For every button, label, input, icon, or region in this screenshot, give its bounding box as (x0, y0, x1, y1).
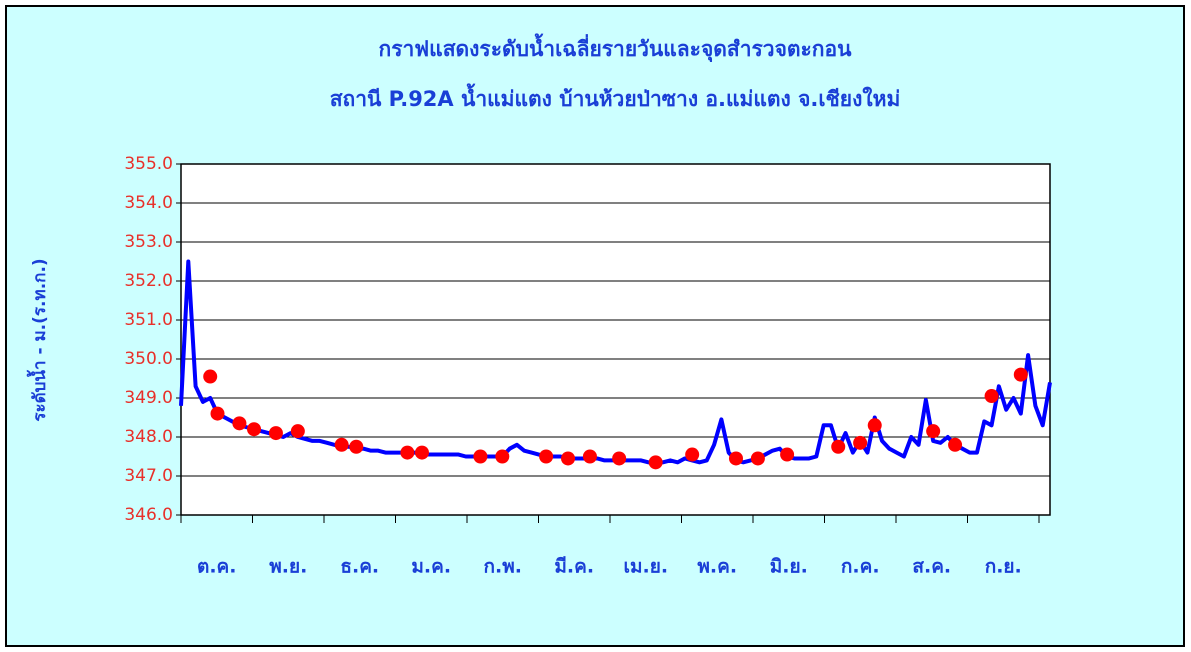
survey-point (831, 439, 846, 454)
survey-point (232, 416, 247, 431)
survey-point (473, 449, 488, 464)
survey-point (728, 451, 743, 466)
x-tick-label: ส.ค. (912, 556, 951, 578)
survey-point (268, 426, 283, 441)
y-tick-label: 352.0 (124, 271, 173, 291)
survey-point (561, 451, 576, 466)
x-tick-label: ต.ค. (197, 556, 236, 578)
survey-point (210, 406, 225, 421)
survey-point (984, 389, 999, 404)
y-tick-label: 347.0 (124, 466, 173, 486)
x-tick-label: เม.ย. (623, 556, 668, 578)
chart-title: กราฟแสดงระดับน้ำเฉลี่ยรายวันและจุดสำรวจต… (379, 33, 853, 63)
x-tick-label: ม.ค. (411, 556, 451, 578)
y-tick-label: 354.0 (124, 193, 173, 213)
survey-point (780, 447, 795, 462)
survey-point (414, 445, 429, 460)
survey-point (582, 449, 597, 464)
survey-point (750, 451, 765, 466)
y-tick-label: 348.0 (124, 427, 173, 447)
survey-point (648, 455, 663, 470)
y-tick-label: 351.0 (124, 310, 173, 330)
x-tick-label: ก.พ. (484, 556, 522, 578)
survey-point (247, 422, 262, 437)
survey-point (349, 439, 364, 454)
survey-point (853, 435, 868, 450)
survey-point (400, 445, 415, 460)
x-tick-label: มิ.ย. (770, 556, 808, 578)
x-tick-label: พ.ค. (697, 556, 737, 578)
y-tick-label: 346.0 (124, 505, 173, 525)
survey-point (539, 449, 554, 464)
survey-point (948, 437, 963, 452)
survey-point (290, 424, 305, 439)
x-tick-label: มี.ค. (554, 556, 594, 578)
survey-point (867, 418, 882, 433)
y-tick-label: 353.0 (124, 232, 173, 252)
y-axis-label: ระดับน้ำ - ม.(ร.ท.ก.) (26, 258, 50, 421)
survey-point (203, 369, 218, 384)
y-tick-label: 355.0 (124, 154, 173, 174)
survey-point (495, 449, 510, 464)
y-tick-label: 349.0 (124, 388, 173, 408)
x-tick-label: ก.ย. (985, 556, 1022, 578)
x-tick-label: พ.ย. (269, 556, 307, 578)
x-tick-label: ธ.ค. (340, 556, 379, 578)
survey-point (612, 451, 627, 466)
survey-point (334, 437, 349, 452)
survey-point (685, 447, 700, 462)
chart-subtitle: สถานี P.92A น้ำแม่แตง บ้านห้วยป่าซาง อ.แ… (330, 83, 901, 111)
survey-point (926, 424, 941, 439)
x-tick-label: ก.ค. (841, 556, 880, 578)
y-tick-label: 350.0 (124, 349, 173, 369)
survey-point (1013, 367, 1028, 382)
